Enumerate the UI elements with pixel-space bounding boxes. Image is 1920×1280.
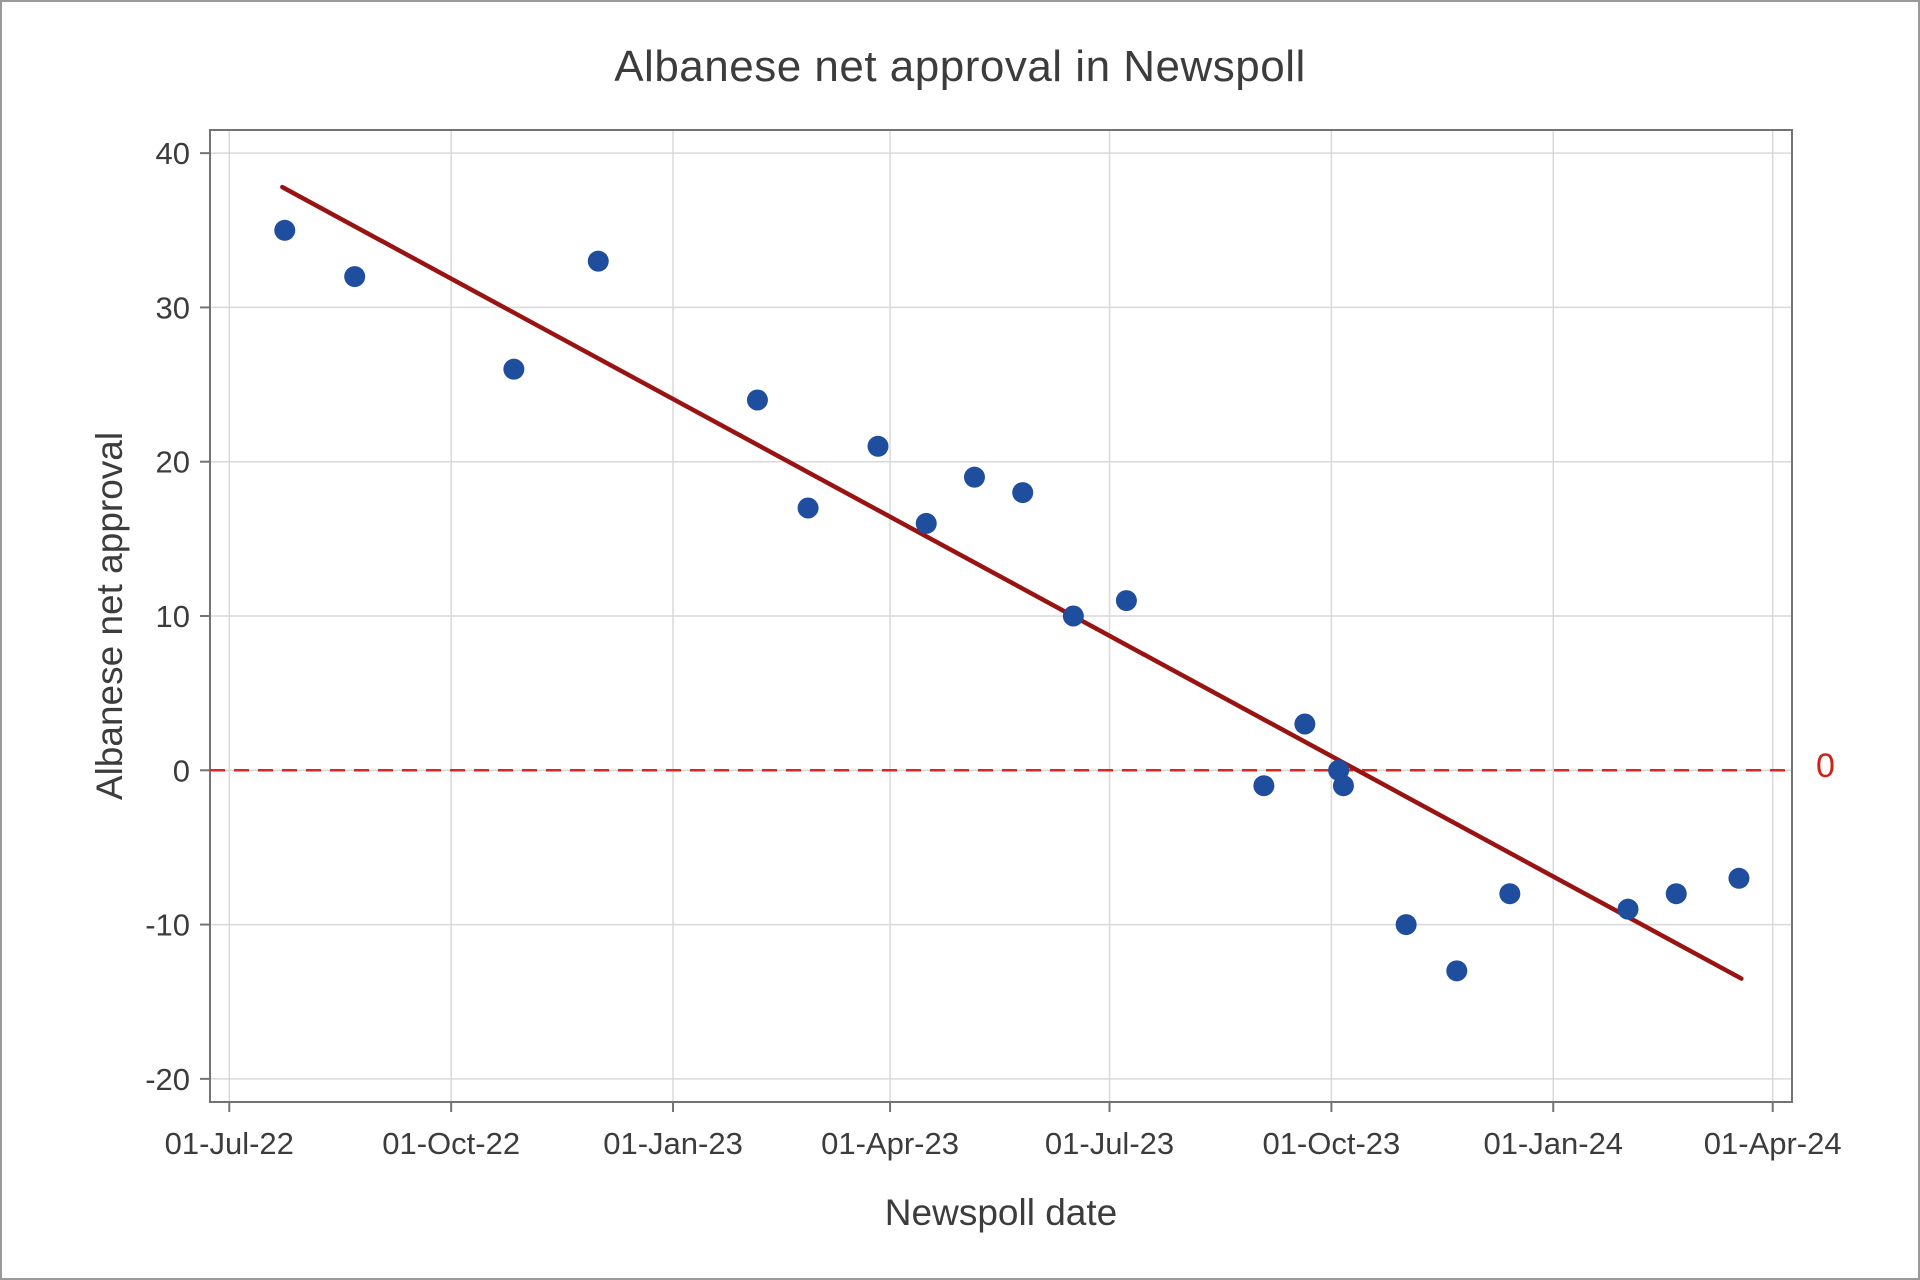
data-point <box>503 358 525 380</box>
data-point <box>1294 713 1316 735</box>
trend-line <box>280 184 1744 981</box>
y-tick-label: -20 <box>145 1062 190 1097</box>
data-point <box>1446 960 1468 982</box>
data-point <box>867 435 889 457</box>
data-point <box>1617 898 1639 920</box>
data-point <box>797 497 819 519</box>
data-point <box>1115 590 1137 612</box>
data-point <box>915 512 937 534</box>
y-tick-label: 20 <box>156 445 190 480</box>
y-tick-label: 40 <box>156 136 190 171</box>
x-tick-label: 01-Apr-23 <box>821 1126 959 1161</box>
data-point <box>1253 775 1275 797</box>
data-point <box>1062 605 1084 627</box>
y-tick-label: 0 <box>173 753 190 788</box>
chart-title: Albanese net approval in Newspoll <box>614 42 1306 91</box>
data-point <box>1332 775 1354 797</box>
data-point <box>1499 883 1521 905</box>
data-point <box>1728 867 1750 889</box>
y-tick-label: 10 <box>156 599 190 634</box>
x-axis-label: Newspoll date <box>884 1192 1118 1233</box>
data-point <box>274 219 296 241</box>
y-tick-label: 30 <box>156 290 190 325</box>
x-tick-label: 01-Jul-23 <box>1045 1126 1174 1161</box>
data-point <box>746 389 768 411</box>
data-point <box>1665 883 1687 905</box>
data-point <box>1395 914 1417 936</box>
x-tick-label: 01-Oct-22 <box>382 1126 520 1161</box>
x-tick-label: 01-Jan-23 <box>603 1126 743 1161</box>
data-point <box>587 250 609 272</box>
x-tick-label: 01-Apr-24 <box>1704 1126 1842 1161</box>
y-tick-label: -10 <box>145 908 190 943</box>
x-tick-label: 01-Oct-23 <box>1262 1126 1400 1161</box>
data-point <box>344 266 366 288</box>
x-tick-label: 01-Jan-24 <box>1483 1126 1623 1161</box>
data-point <box>963 466 985 488</box>
x-tick-label: 01-Jul-22 <box>165 1126 294 1161</box>
zero-line-label: 0 <box>1816 747 1835 786</box>
data-point <box>1012 482 1034 504</box>
